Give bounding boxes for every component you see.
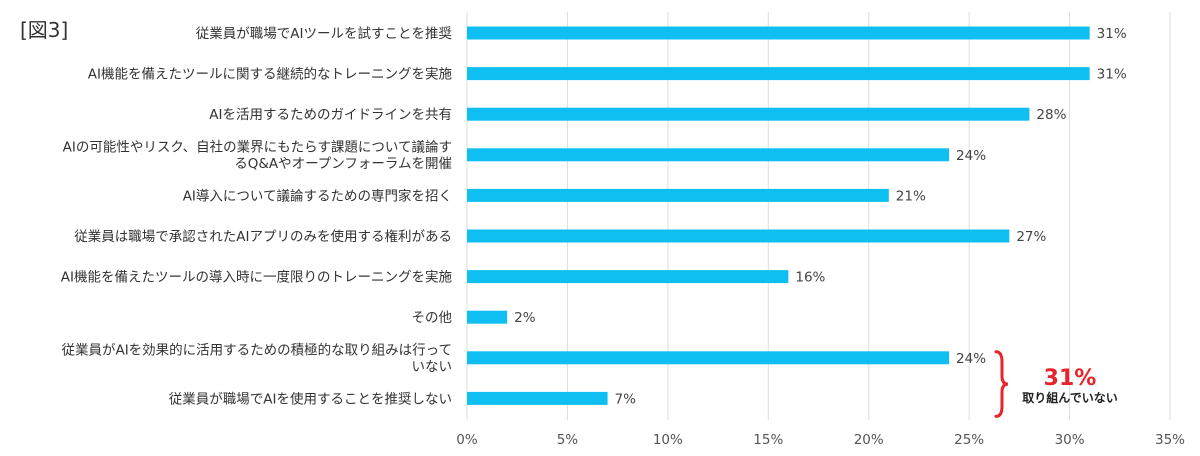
category-label: AIの可能性やリスク、自社の業界にもたらす課題について議論するQ&Aやオープンフ… bbox=[63, 139, 452, 173]
category-label: 従業員が職場でAIツールを試すことを推奨 bbox=[196, 26, 453, 42]
category-label: 従業員が職場でAIを使用することを推奨しない bbox=[169, 390, 452, 407]
category-label: AI機能を備えたツールの導入時に一度限りのトレーニングを実施 bbox=[61, 270, 453, 286]
x-axis-tick-labels: 0% 5% 10% 15% 20% 25% 30% 35% bbox=[456, 432, 1185, 448]
data-label: 2% bbox=[514, 310, 536, 326]
data-label: 7% bbox=[615, 391, 637, 407]
category-labels: 従業員が職場でAIツールを試すことを推奨 AI機能を備えたツールに関する継続的なト… bbox=[61, 26, 453, 407]
category-label: AIを活用するためのガイドラインを共有 bbox=[209, 107, 452, 123]
data-label: 24% bbox=[956, 148, 986, 164]
bar bbox=[467, 351, 950, 365]
x-tick-label: 25% bbox=[954, 432, 984, 448]
bars bbox=[467, 26, 1090, 405]
data-label: 24% bbox=[956, 351, 986, 367]
category-label: AI導入について議論するための専門家を招く bbox=[183, 187, 452, 204]
x-tick-label: 35% bbox=[1155, 432, 1185, 448]
bar bbox=[467, 188, 889, 202]
bar bbox=[467, 310, 508, 324]
annotation-value: 31% bbox=[1044, 366, 1097, 391]
data-label: 31% bbox=[1097, 67, 1127, 83]
bar bbox=[467, 229, 1010, 243]
data-label: 16% bbox=[795, 270, 825, 286]
bar bbox=[467, 148, 950, 162]
x-tick-label: 30% bbox=[1055, 432, 1085, 448]
data-label: 28% bbox=[1036, 107, 1066, 123]
annotation: 31% 取り組んでいない bbox=[994, 350, 1118, 418]
bar bbox=[467, 26, 1090, 40]
category-label: その他 bbox=[412, 310, 453, 326]
value-labels: 31% 31% 28% 24% 21% 27% 16% 2% 24% 7% bbox=[514, 26, 1127, 407]
annotation-text: 取り組んでいない bbox=[1022, 390, 1117, 405]
x-tick-label: 0% bbox=[456, 432, 478, 448]
data-label: 21% bbox=[896, 188, 926, 204]
bar bbox=[467, 107, 1030, 121]
x-tick-label: 15% bbox=[753, 432, 783, 448]
x-tick-label: 5% bbox=[557, 432, 579, 448]
data-label: 31% bbox=[1097, 26, 1127, 42]
figure-label: [図3] bbox=[20, 18, 69, 42]
category-label: AI機能を備えたツールに関する継続的なトレーニングを実施 bbox=[88, 67, 453, 83]
data-label: 27% bbox=[1016, 229, 1046, 245]
annotation-brace bbox=[994, 350, 1009, 418]
bar bbox=[467, 391, 608, 405]
category-label: 従業員は職場で承認されたAIアプリのみを使用する権利がある bbox=[74, 228, 452, 245]
category-label: 従業員がAIを効果的に活用するための積極的な取り組みは行っていない bbox=[61, 343, 452, 376]
x-tick-label: 20% bbox=[854, 432, 884, 448]
x-tick-label: 10% bbox=[653, 432, 683, 448]
bar bbox=[467, 270, 789, 284]
bar bbox=[467, 67, 1090, 81]
